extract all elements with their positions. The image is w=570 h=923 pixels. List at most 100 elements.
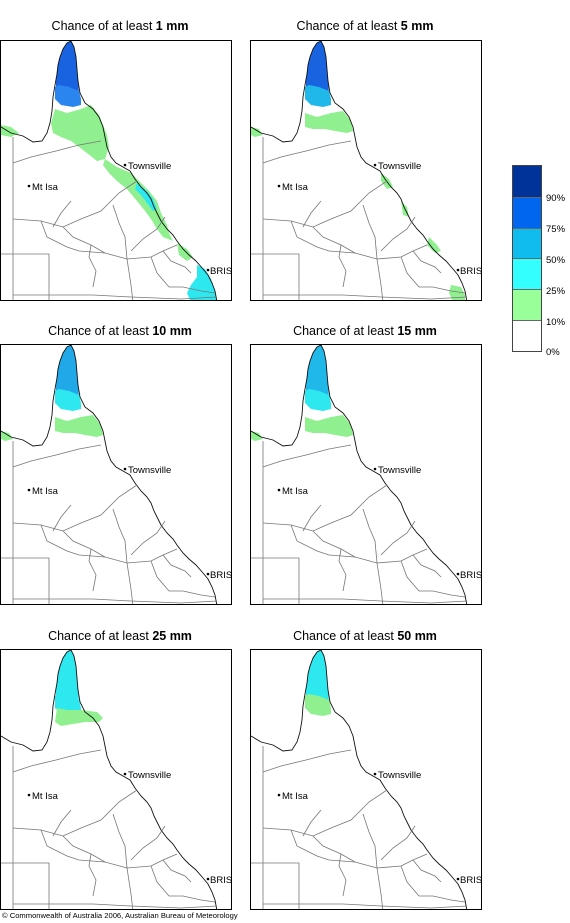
district-border — [362, 508, 384, 604]
panel-title-amount: 25 mm — [152, 629, 192, 643]
district-border — [302, 504, 322, 532]
district-border — [312, 835, 356, 863]
district-border — [112, 813, 134, 909]
district-border — [290, 524, 428, 564]
town-label-brisbane: BRIS — [210, 875, 232, 886]
town-marker — [206, 268, 210, 272]
panel-title-amount: 15 mm — [397, 324, 437, 338]
district-border — [1, 862, 50, 909]
district-border — [302, 809, 322, 837]
district-border — [130, 216, 166, 252]
town-marker — [277, 793, 281, 797]
town-marker — [456, 877, 460, 881]
district-border — [338, 853, 347, 897]
probability-area — [1, 415, 103, 441]
district-border — [169, 286, 216, 294]
panel-title-prefix: Chance of at least — [48, 324, 153, 338]
copyright-footer: © Commonwealth of Australia 2006, Austra… — [2, 911, 238, 920]
district-border — [419, 286, 466, 294]
district-border — [62, 226, 106, 254]
town-marker — [123, 772, 127, 776]
coastline — [251, 650, 468, 909]
district-border — [290, 829, 428, 869]
probability-area — [305, 694, 331, 716]
legend-swatch — [513, 289, 541, 320]
town-label-townsville: Townsville — [128, 770, 171, 781]
district-border — [62, 530, 106, 558]
probability-area — [251, 415, 353, 441]
town-label-brisbane: BRIS — [210, 570, 232, 581]
district-border — [262, 444, 352, 468]
district-border — [262, 749, 352, 773]
district-border — [312, 226, 356, 254]
district-border — [290, 220, 428, 260]
panel-title: Chance of at least 10 mm — [0, 324, 240, 338]
town-label-mt-isa: Mt Isa — [282, 486, 309, 497]
town-marker — [277, 488, 281, 492]
district-border — [400, 256, 420, 288]
district-border — [52, 200, 72, 228]
district-border — [338, 548, 347, 592]
legend-label: 75% — [546, 224, 566, 235]
district-border — [302, 200, 322, 228]
coastline — [1, 650, 218, 909]
coastline — [1, 41, 218, 300]
town-label-mt-isa: Mt Isa — [32, 182, 59, 193]
probability-area — [55, 85, 81, 107]
district-border — [52, 504, 72, 532]
district-border — [12, 749, 102, 773]
panel-title-amount: 5 mm — [400, 19, 434, 33]
town-marker — [456, 268, 460, 272]
district-border — [362, 813, 384, 909]
town-label-townsville: Townsville — [378, 465, 421, 476]
district-border — [251, 862, 300, 909]
district-border — [362, 204, 384, 300]
town-marker — [206, 572, 210, 576]
town-label-mt-isa: Mt Isa — [282, 791, 309, 802]
district-border — [380, 825, 416, 861]
probability-area — [305, 389, 331, 411]
district-border — [400, 865, 420, 897]
panel-title: Chance of at least 5 mm — [245, 19, 485, 33]
district-border — [40, 829, 178, 869]
town-marker — [277, 184, 281, 188]
town-label-brisbane: BRIS — [460, 875, 482, 886]
legend-label: 0% — [546, 347, 560, 358]
probability-area — [1, 105, 109, 161]
coastline — [251, 345, 468, 604]
district-border — [400, 560, 420, 592]
district-border — [262, 140, 352, 164]
panel-title-prefix: Chance of at least — [293, 324, 398, 338]
district-border — [40, 220, 178, 260]
panel-title: Chance of at least 25 mm — [0, 629, 240, 643]
town-label-townsville: Townsville — [378, 770, 421, 781]
district-border — [412, 250, 442, 274]
district-border — [412, 859, 442, 883]
probability-area — [135, 183, 157, 211]
district-border — [13, 294, 218, 300]
district-border — [13, 598, 218, 604]
district-border — [263, 598, 468, 604]
district-border — [338, 244, 347, 288]
panel-title-amount: 50 mm — [397, 629, 437, 643]
panel-title: Chance of at least 15 mm — [245, 324, 485, 338]
panel-title: Chance of at least 50 mm — [245, 629, 485, 643]
district-border — [412, 554, 442, 578]
district-border — [419, 590, 466, 598]
town-marker — [373, 163, 377, 167]
district-border — [419, 895, 466, 903]
district-border — [1, 557, 50, 604]
map-canvas: Townsville Mt Isa BRIS — [251, 41, 481, 300]
district-border — [88, 244, 97, 288]
district-border — [263, 294, 468, 300]
legend-swatch — [513, 227, 541, 259]
town-marker — [27, 488, 31, 492]
district-border — [169, 590, 216, 598]
town-marker — [123, 163, 127, 167]
district-border — [312, 530, 356, 558]
legend-swatch — [513, 319, 541, 351]
rainfall-probability-map: Townsville Mt Isa BRIS — [0, 40, 232, 301]
map-canvas: Townsville Mt Isa BRIS — [251, 650, 482, 909]
district-border — [150, 560, 170, 592]
probability-area — [305, 85, 331, 107]
